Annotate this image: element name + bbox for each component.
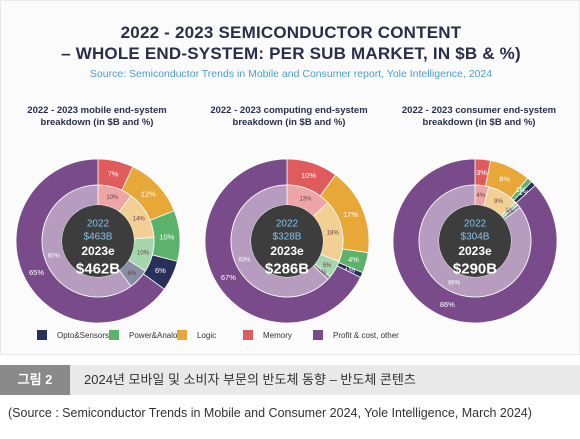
computing-2022-label-memory: 13% (299, 196, 312, 202)
legend-item-profit: Profit & cost, other (313, 330, 399, 340)
legend-item-memory: Memory (243, 330, 292, 340)
computing-2022-label-profit-cost-other: 63% (238, 258, 251, 264)
computing-center-y2022: 2022 (276, 219, 299, 230)
consumer-center-y2022: 2022 (464, 219, 487, 230)
computing-center-v2023: $286B (265, 260, 309, 277)
source-citation: (Source : Semiconductor Trends in Mobile… (8, 406, 532, 420)
computing-2022-label-power-analog: 5% (323, 263, 332, 269)
legend-label-profit: Profit & cost, other (333, 330, 399, 340)
consumer-center-disc (439, 205, 511, 277)
computing-2023e-label-logic: 17% (343, 210, 358, 219)
legend-label-memory: Memory (263, 330, 292, 340)
legend-label-power: Power&Analog (129, 330, 182, 340)
mobile-panel-title: 2022 - 2023 mobile end-system breakdown … (27, 105, 167, 128)
consumer-2023e-label-opto-sensors: 1% (519, 188, 530, 197)
mobile-center-disc (62, 205, 134, 277)
mobile-center-y2023: 2023e (81, 244, 115, 258)
consumer-panel-title: 2022 - 2023 consumer end-system breakdow… (401, 105, 557, 128)
figure-number: 그림 2 (0, 365, 70, 395)
figure-caption-bar: 그림 2 2024년 모바일 및 소비자 부문의 반도체 동향 – 반도체 콘텐… (0, 365, 580, 395)
chart-title-line2: – WHOLE END-SYSTEM: PER SUB MARKET, IN $… (61, 44, 521, 63)
mobile-2023e-label-power-analog: 10% (159, 232, 174, 241)
mobile-2023e-label-memory: 7% (108, 169, 119, 178)
mobile-center-v2022: $463B (84, 232, 113, 243)
mobile-center-v2023: $462B (76, 260, 120, 277)
mobile-2022-label-profit-cost-other: 60% (48, 253, 61, 259)
computing-2023e-label-opto-sensors: 1% (344, 265, 355, 274)
computing-2022-label-logic: 18% (327, 230, 340, 236)
mobile-2023e-label-opto-sensors: 6% (155, 266, 166, 275)
consumer-center-y2023: 2023e (458, 244, 492, 258)
mobile-center-y2022: 2022 (87, 219, 110, 230)
consumer-2022-label-memory: 4% (476, 193, 485, 199)
chart-subtitle: Source: Semiconductor Trends in Mobile a… (89, 68, 493, 80)
legend-swatch-power (109, 330, 119, 340)
consumer-2022-label-logic: 9% (494, 199, 503, 205)
legend-item-power: Power&Analog (109, 330, 182, 340)
chart-title-line1: 2022 - 2023 SEMICONDUCTOR CONTENT (120, 23, 462, 42)
consumer-2023e-label-memory: 3% (476, 168, 487, 177)
consumer-center-v2023: $290B (453, 260, 497, 277)
legend-swatch-opto (37, 330, 47, 340)
computing-2023e-label-memory: 10% (301, 171, 316, 180)
donut-charts: 7%12%10%6%65%10%14%10%6%60%2022$463B2023… (15, 158, 558, 324)
mobile-2023e-label-profit-cost-other: 65% (29, 268, 44, 277)
legend-label-opto: Opto&Sensors (57, 330, 110, 340)
computing-2022-label-opto-sensors: 1% (318, 270, 327, 276)
figure-caption: 2024년 모바일 및 소비자 부문의 반도체 동향 – 반도체 콘텐츠 (84, 372, 416, 387)
legend-swatch-logic (177, 330, 187, 340)
legend-item-opto: Opto&Sensors (37, 330, 109, 340)
consumer-2022-label-profit-cost-other: 86% (448, 281, 461, 287)
mobile-2022-label-power-analog: 10% (137, 251, 150, 257)
consumer-2023e-label-logic: 8% (499, 174, 510, 183)
mobile-2022-label-memory: 10% (106, 195, 119, 201)
mobile-2022-label-logic: 14% (133, 217, 146, 223)
legend-swatch-memory (243, 330, 253, 340)
consumer-center-v2022: $304B (461, 232, 490, 243)
computing-center-v2022: $328B (273, 232, 302, 243)
computing-2023e-label-profit-cost-other: 67% (221, 273, 236, 282)
mobile-2023e-label-logic: 12% (141, 189, 156, 198)
consumer-2023e-label-power-analog: 1% (516, 185, 527, 194)
legend-swatch-profit (313, 330, 323, 340)
consumer-2023e-label-profit-cost-other: 86% (440, 300, 455, 309)
computing-panel-title: 2022 - 2023 computing end-system breakdo… (210, 105, 368, 128)
figure-panel: 2022 - 2023 SEMICONDUCTOR CONTENT – WHOL… (0, 0, 580, 355)
legend-label-logic: Logic (197, 330, 217, 340)
mobile-2022-label-opto-sensors: 6% (128, 271, 137, 277)
computing-center-disc (251, 205, 323, 277)
computing-2023e-label-power-analog: 4% (348, 255, 359, 264)
computing-center-y2023: 2023e (270, 244, 304, 258)
legend-item-logic: Logic (177, 330, 216, 340)
legend: Opto&Sensors Power&Analog Logic Memory P… (37, 330, 557, 346)
